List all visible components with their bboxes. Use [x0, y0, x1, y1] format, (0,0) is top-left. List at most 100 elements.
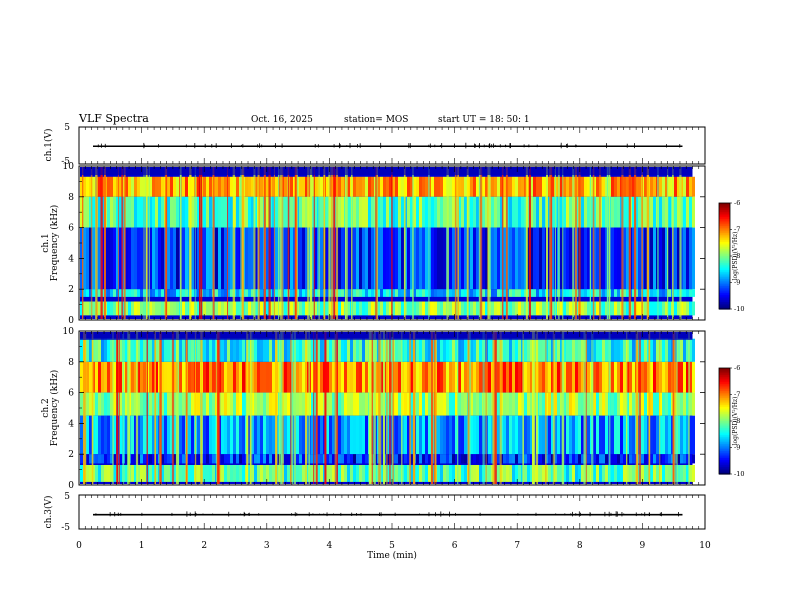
spectrogram-cell [461, 196, 464, 228]
spectrogram-cell [470, 227, 473, 290]
spectrogram-streak [117, 167, 120, 319]
spectrogram-cell [386, 361, 389, 393]
spectrogram-cell [644, 454, 647, 464]
spectrogram-cell [206, 361, 209, 393]
spectrogram-cell [410, 301, 413, 316]
spectrogram-cell [359, 176, 362, 197]
spectrogram-cell [383, 301, 386, 316]
spectrogram-cell [443, 338, 446, 362]
spectrogram-cell [440, 454, 443, 464]
colorbar-swatch [719, 300, 730, 303]
spectrogram-cell [230, 227, 233, 290]
spectrogram-streak [171, 332, 175, 484]
spectrogram-cell [422, 227, 425, 290]
colorbar-swatch [719, 398, 730, 401]
spectrogram-cell [428, 338, 431, 362]
spectrogram-cell [158, 196, 161, 228]
spectrogram-cell [683, 176, 686, 197]
spectrogram-cell [554, 392, 557, 416]
colorbar-swatch [719, 222, 730, 225]
spectrogram-cell [659, 338, 662, 362]
spectrogram-cell [92, 361, 95, 393]
spectrogram-cell [458, 196, 461, 228]
spectrogram-cell [677, 289, 680, 297]
spectrogram-cell [245, 196, 248, 228]
spectrogram-cell [449, 338, 452, 362]
spectrogram-cell [458, 415, 461, 455]
spectrogram-cell [548, 392, 551, 416]
spectrogram-cell [107, 301, 110, 316]
spectrogram-cell [341, 392, 344, 416]
spectrogram-streak [657, 167, 659, 319]
spectrogram-cell [119, 361, 122, 393]
spectrogram-cell [527, 392, 530, 416]
spectrogram-cell [626, 338, 629, 362]
spectrogram-cell [119, 227, 122, 290]
spectrogram-cell [416, 454, 419, 464]
spectrogram-streak [307, 167, 310, 319]
spectrogram-cell [425, 227, 428, 290]
spectrogram-cell [497, 176, 500, 197]
spectrogram-cell [593, 338, 596, 362]
spectrogram-cell [419, 464, 422, 482]
spectrogram-cell [677, 301, 680, 316]
spectrogram-cell [518, 196, 521, 228]
spectrogram-cell [236, 301, 239, 316]
spectrogram-cell [530, 227, 533, 290]
spectrogram-top-edge [80, 167, 693, 175]
ytick-label: 0 [68, 316, 74, 326]
spectrogram-cell [92, 338, 95, 362]
spectrogram-cell [572, 415, 575, 455]
spectrogram-cell [92, 454, 95, 464]
spectrogram-cell [650, 464, 653, 482]
spectrogram-cell [119, 454, 122, 464]
spectrogram-cell [143, 361, 146, 393]
spectrogram-cell [452, 415, 455, 455]
spectrogram-cell [437, 227, 440, 290]
spectrogram-cell [692, 196, 695, 228]
spectrogram-cell [152, 301, 155, 316]
spectrogram-cell [665, 301, 668, 316]
spectrogram-streak [641, 167, 643, 319]
spectrogram-streak [123, 167, 126, 319]
spectrogram-cell [470, 361, 473, 393]
spectrogram-cell [503, 176, 506, 197]
spectrogram-cell [560, 301, 563, 316]
spectrogram-cell [413, 176, 416, 197]
spectrogram-cell [251, 176, 254, 197]
spectrogram-cell [533, 196, 536, 228]
spectrogram-cell [689, 176, 692, 197]
spectrogram-cell [359, 415, 362, 455]
spectrogram-cell [350, 392, 353, 416]
spectrogram-cell [95, 464, 98, 482]
spectrogram-cell [494, 176, 497, 197]
spectrogram-streak [154, 332, 156, 484]
spectrogram-cell [389, 301, 392, 316]
spectrogram-cell [80, 415, 83, 455]
spectrogram-cell [632, 392, 635, 416]
spectrogram-cell [398, 454, 401, 464]
spectrogram-cell [368, 289, 371, 297]
ch1-ytick-top: 5 [64, 123, 70, 133]
spectrogram-cell [605, 301, 608, 316]
spectrogram-cell [311, 196, 314, 228]
spectrogram-cell [110, 227, 113, 290]
spectrogram-cell [680, 338, 683, 362]
colorbar-swatch [719, 436, 730, 440]
colorbar-swatch [719, 375, 730, 378]
spectrogram-cell [674, 196, 677, 228]
spectrogram-cell [614, 176, 617, 197]
spectrogram-cell [443, 392, 446, 416]
spectrogram-cell [203, 289, 206, 297]
spectrogram-cell [206, 301, 209, 316]
spectrogram-cell [260, 338, 263, 362]
spectrogram-cell [470, 176, 473, 197]
spectrogram-cell [311, 454, 314, 464]
colorbar-swatch [719, 231, 730, 234]
spectrogram-cell [395, 454, 398, 464]
spectrogram-cell [470, 415, 473, 455]
spectrogram-streak [273, 167, 275, 319]
spectrogram-cell [452, 464, 455, 482]
spectrogram-cell [179, 392, 182, 416]
